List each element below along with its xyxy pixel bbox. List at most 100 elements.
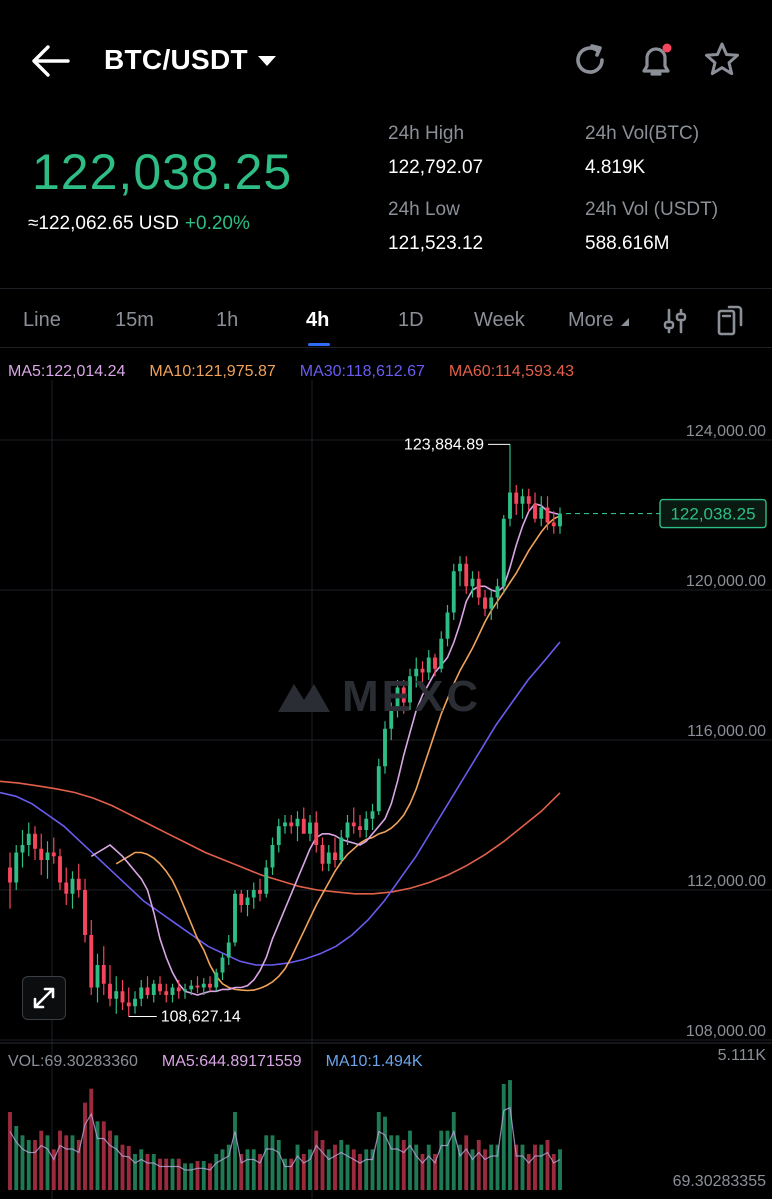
volume-ma-line xyxy=(9,1106,561,1171)
volume-bar xyxy=(308,1149,312,1190)
y-tick-label: 124,000.00 xyxy=(686,423,766,440)
volume-bar xyxy=(208,1163,212,1190)
bell-icon[interactable] xyxy=(636,40,676,80)
volume-axis-max: 5.111K xyxy=(718,1047,767,1064)
volume-bar xyxy=(145,1154,150,1190)
candle-body xyxy=(208,983,212,988)
volume-bar xyxy=(276,1140,281,1190)
candle-body xyxy=(14,852,19,883)
candle-body xyxy=(108,983,112,999)
candle-body xyxy=(58,856,62,883)
candle-body xyxy=(545,507,550,523)
candle-body xyxy=(170,987,175,995)
candle-body xyxy=(39,848,44,860)
candle-body xyxy=(151,983,156,995)
volume-bar xyxy=(476,1140,481,1190)
volume-bar xyxy=(8,1112,12,1190)
volume-bar xyxy=(489,1144,494,1190)
volume-bar xyxy=(345,1144,350,1190)
tab-more[interactable]: More xyxy=(568,309,630,332)
candle-body xyxy=(114,991,119,999)
volume-bar xyxy=(214,1154,219,1190)
back-arrow-icon[interactable] xyxy=(28,40,74,82)
candle-body xyxy=(8,867,12,883)
volume-bar xyxy=(558,1149,562,1190)
caret-icon xyxy=(621,318,630,326)
volume-bar xyxy=(414,1144,419,1190)
rotate-screen-icon[interactable] xyxy=(716,305,744,337)
candle-body xyxy=(214,972,219,988)
candle-body xyxy=(301,818,306,834)
candle-body xyxy=(408,676,412,703)
tab-line[interactable]: Line xyxy=(23,309,61,331)
candle-body xyxy=(533,503,537,519)
y-tick-label: 120,000.00 xyxy=(686,573,766,590)
candle-body xyxy=(501,518,506,587)
vol-ma10-value: MA10:1.494K xyxy=(325,1053,423,1070)
price-change: +0.20% xyxy=(184,213,250,234)
volume-bar xyxy=(301,1154,306,1190)
volume-bar xyxy=(245,1149,250,1190)
candle-body xyxy=(64,882,69,894)
candle-body xyxy=(508,492,512,519)
volume-bar xyxy=(176,1158,181,1190)
candle-body xyxy=(270,845,275,868)
volume-bar xyxy=(445,1130,450,1190)
volume-bar xyxy=(539,1144,544,1190)
candle-body xyxy=(258,890,262,894)
volume-bar xyxy=(339,1140,344,1190)
ma5-value: MA5:122,014.24 xyxy=(8,363,126,380)
volume-bar xyxy=(189,1163,194,1190)
candle-body xyxy=(20,845,25,853)
fullscreen-button[interactable] xyxy=(22,976,66,1020)
tab-4h[interactable]: 4h xyxy=(306,309,330,331)
volume-bar xyxy=(151,1154,156,1190)
mexc-logo-icon xyxy=(278,684,330,712)
candle-body xyxy=(183,989,187,992)
candle-body xyxy=(308,822,312,834)
candle-body xyxy=(326,852,331,864)
pair-selector[interactable]: BTC/USDT xyxy=(104,44,276,76)
candle-body xyxy=(164,991,169,995)
ma60-value: MA60:114,593.43 xyxy=(448,363,575,380)
candle-body xyxy=(45,852,50,860)
candle-body xyxy=(264,867,269,894)
volume-bar xyxy=(170,1158,175,1190)
tab-15m[interactable]: 15m xyxy=(115,309,154,331)
volume-current-label: 69.30283355 xyxy=(673,1173,767,1190)
y-tick-label: 112,000.00 xyxy=(687,873,766,890)
star-icon[interactable] xyxy=(702,40,742,80)
candle-body xyxy=(220,957,225,973)
ma5-line xyxy=(90,502,561,996)
refresh-icon[interactable] xyxy=(570,40,610,80)
volume-bar xyxy=(333,1144,337,1190)
tab-1h[interactable]: 1h xyxy=(216,309,239,331)
volume-bar xyxy=(433,1154,437,1190)
vol-ma5-value: MA5:644.89171559 xyxy=(161,1053,302,1070)
header: BTC/USDT xyxy=(0,0,772,120)
candle-body xyxy=(439,638,444,669)
tab-week[interactable]: Week xyxy=(474,309,525,331)
candle-body xyxy=(233,893,237,943)
ma30-line xyxy=(0,641,561,966)
volume-bar xyxy=(526,1154,531,1190)
volume-bar xyxy=(120,1144,125,1190)
vol-value: VOL:69.30283360 xyxy=(8,1053,138,1070)
indicator-settings-icon[interactable] xyxy=(662,307,688,335)
candle-body xyxy=(314,822,319,845)
volume-bar xyxy=(495,1144,500,1190)
tab-1d[interactable]: 1D xyxy=(398,309,424,331)
volume-bar xyxy=(64,1135,69,1190)
candle-body xyxy=(158,983,162,992)
volume-bar xyxy=(195,1161,200,1190)
volume-bar xyxy=(533,1144,537,1190)
volume-bar xyxy=(33,1140,37,1190)
watermark-text: MEXC xyxy=(342,672,482,721)
vol-btc-value: 4.819K xyxy=(585,157,646,178)
ma10-value: MA10:121,975.87 xyxy=(149,363,276,380)
ma10-line xyxy=(115,515,561,992)
candlestick-chart[interactable]: 124,000.00 120,000.00 116,000.00 112,000.00… xyxy=(0,380,772,1199)
volume-bar xyxy=(95,1121,100,1190)
candle-body xyxy=(389,710,394,729)
volume-bar xyxy=(439,1130,444,1190)
